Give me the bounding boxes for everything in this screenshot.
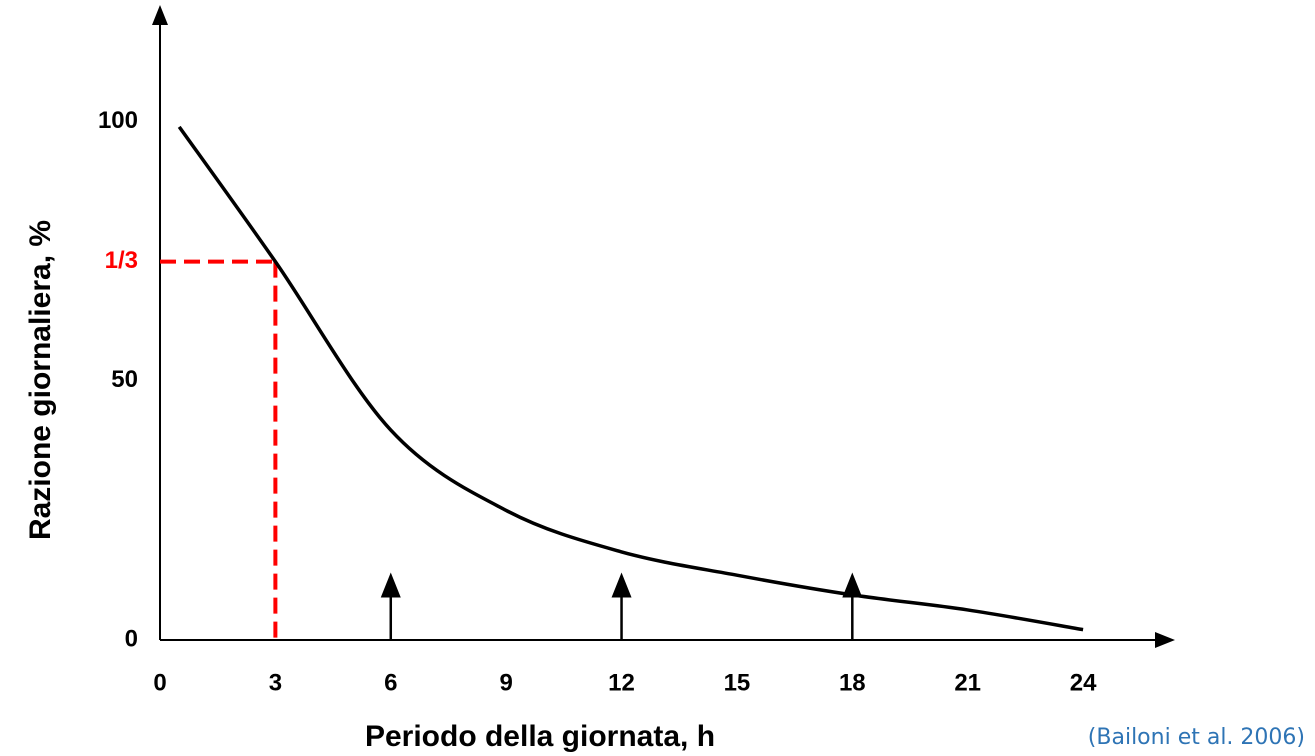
source: (Bailoni et al. 2006) bbox=[1088, 725, 1305, 750]
x-tick-label: 6 bbox=[384, 669, 397, 696]
line bbox=[177, 125, 1084, 632]
x-tick-label: 0 bbox=[153, 669, 166, 696]
y-tick-label: 100 bbox=[98, 107, 138, 134]
y-tick-label: 0 bbox=[125, 625, 138, 652]
x-tick-label: 3 bbox=[269, 669, 282, 696]
x-tick-label: 9 bbox=[499, 669, 512, 696]
x-axis-title: Periodo della giornata, h bbox=[365, 720, 715, 753]
x-tick-label: 15 bbox=[724, 669, 751, 696]
x-tick-label: 21 bbox=[954, 669, 981, 696]
x-tick-label: 24 bbox=[1070, 669, 1097, 696]
y-tick-label: 50 bbox=[111, 366, 138, 393]
x-tick-label: 12 bbox=[608, 669, 635, 696]
y-axis-title: Razione giornaliera, % bbox=[24, 220, 57, 540]
y-tick-label: 1/3 bbox=[105, 247, 138, 274]
x-tick-label: 18 bbox=[839, 669, 866, 696]
